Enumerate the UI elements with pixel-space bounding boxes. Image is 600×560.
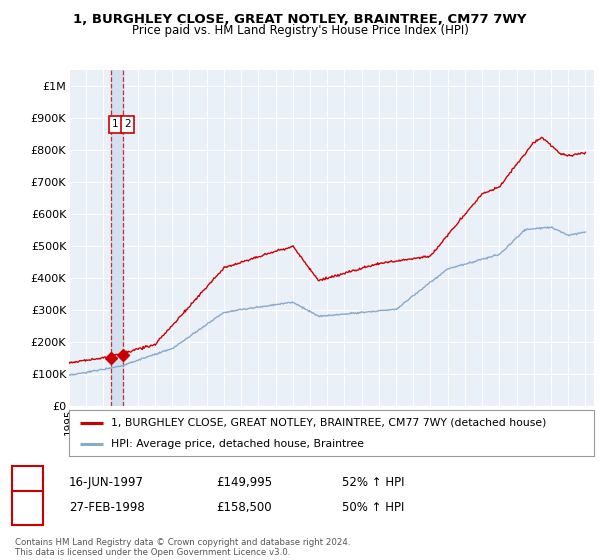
Text: Price paid vs. HM Land Registry's House Price Index (HPI): Price paid vs. HM Land Registry's House … <box>131 24 469 36</box>
Text: 27-FEB-1998: 27-FEB-1998 <box>69 501 145 515</box>
Text: 1, BURGHLEY CLOSE, GREAT NOTLEY, BRAINTREE, CM77 7WY (detached house): 1, BURGHLEY CLOSE, GREAT NOTLEY, BRAINTR… <box>111 418 547 428</box>
Text: 2: 2 <box>23 501 32 515</box>
Text: 1: 1 <box>23 476 32 489</box>
Text: 2: 2 <box>124 119 131 129</box>
Text: 16-JUN-1997: 16-JUN-1997 <box>69 476 144 489</box>
FancyBboxPatch shape <box>12 466 43 500</box>
Text: HPI: Average price, detached house, Braintree: HPI: Average price, detached house, Brai… <box>111 439 364 449</box>
Bar <box>112 70 124 406</box>
Text: £149,995: £149,995 <box>216 476 272 489</box>
Text: 1, BURGHLEY CLOSE, GREAT NOTLEY, BRAINTREE, CM77 7WY: 1, BURGHLEY CLOSE, GREAT NOTLEY, BRAINTR… <box>73 13 527 26</box>
Text: 1: 1 <box>112 119 119 129</box>
Text: 52% ↑ HPI: 52% ↑ HPI <box>342 476 404 489</box>
Text: Contains HM Land Registry data © Crown copyright and database right 2024.
This d: Contains HM Land Registry data © Crown c… <box>15 538 350 557</box>
Text: 50% ↑ HPI: 50% ↑ HPI <box>342 501 404 515</box>
FancyBboxPatch shape <box>12 491 43 525</box>
Text: £158,500: £158,500 <box>216 501 272 515</box>
